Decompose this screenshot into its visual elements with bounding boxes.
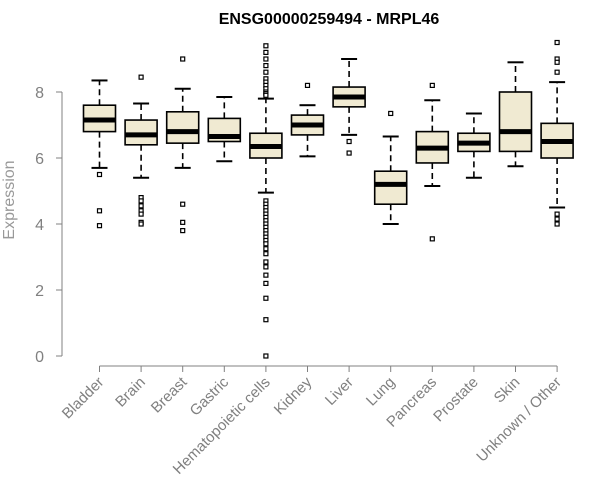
outlier-point	[554, 39, 560, 46]
outlier-point	[263, 241, 269, 247]
outlier-point	[138, 203, 144, 209]
outlier-point	[429, 236, 435, 242]
outlier-point	[554, 211, 560, 217]
y-tick-label-2: 2	[35, 283, 44, 300]
iqr-box	[165, 111, 200, 144]
outlier-point	[263, 317, 269, 323]
chart-title: ENSG00000259494 - MRPL46	[219, 11, 440, 28]
box-bladder	[82, 79, 117, 229]
y-tick-label-8: 8	[35, 85, 44, 102]
box-lung	[373, 110, 408, 225]
outlier-point	[96, 171, 103, 178]
outlier-point	[263, 92, 269, 98]
outlier-point	[263, 246, 269, 252]
outlier-point	[263, 62, 269, 69]
box-kidney	[290, 82, 325, 158]
x-tick-label-prostate: Prostate	[430, 374, 482, 426]
y-tick-label-6: 6	[35, 151, 44, 168]
box-brain	[124, 74, 158, 227]
outlier-point	[304, 82, 311, 89]
outlier-point	[138, 198, 144, 204]
box-unknown-other	[540, 39, 574, 227]
outlier-point	[554, 221, 560, 227]
outlier-point	[263, 295, 269, 301]
outlier-point	[263, 43, 269, 49]
y-tick-label-0: 0	[35, 349, 44, 366]
outlier-point	[96, 223, 103, 229]
box-gastric	[207, 95, 242, 163]
outlier-point	[263, 49, 269, 56]
outlier-point	[554, 59, 560, 65]
box-pancreas	[415, 82, 450, 242]
outlier-point	[388, 110, 394, 117]
outlier-point	[180, 219, 186, 225]
box-prostate	[457, 112, 491, 179]
box-series	[82, 39, 574, 359]
outlier-point	[554, 216, 560, 222]
outlier-point	[263, 251, 269, 257]
box-liver	[332, 58, 366, 156]
x-tick-label-breast: Breast	[148, 373, 191, 416]
iqr-box	[498, 91, 533, 153]
outlier-point	[180, 201, 186, 207]
x-tick-label-kidney: Kidney	[271, 373, 316, 418]
y-axis-label: Expression	[1, 160, 18, 239]
outlier-point	[138, 221, 144, 227]
outlier-point	[180, 228, 186, 234]
outlier-point	[96, 208, 103, 214]
iqr-box	[373, 170, 408, 205]
y-tick-label-4: 4	[35, 217, 44, 234]
box-skin	[498, 61, 533, 168]
x-tick-label-liver: Liver	[322, 374, 357, 409]
y-axis: 0 2 4 6 8	[35, 85, 63, 366]
outlier-point	[346, 138, 352, 145]
box-hematopoietic-cells	[249, 43, 283, 359]
box-breast	[165, 56, 200, 234]
outlier-point	[263, 280, 269, 286]
outlier-point	[138, 74, 144, 80]
outlier-point	[263, 56, 269, 62]
outlier-point	[263, 69, 269, 75]
outlier-point	[263, 272, 269, 278]
x-tick-label-brain: Brain	[112, 374, 149, 411]
outlier-point	[263, 259, 269, 265]
x-tick-label-bladder: Bladder	[59, 374, 108, 423]
outlier-point	[138, 211, 144, 217]
outlier-point	[263, 264, 269, 270]
x-tick-label-skin: Skin	[491, 374, 524, 407]
outlier-point	[429, 82, 435, 89]
outlier-point	[263, 353, 269, 359]
outlier-point	[554, 69, 560, 75]
x-tick-label-lung: Lung	[363, 374, 399, 410]
outlier-point	[346, 150, 352, 156]
outlier-point	[180, 56, 186, 62]
